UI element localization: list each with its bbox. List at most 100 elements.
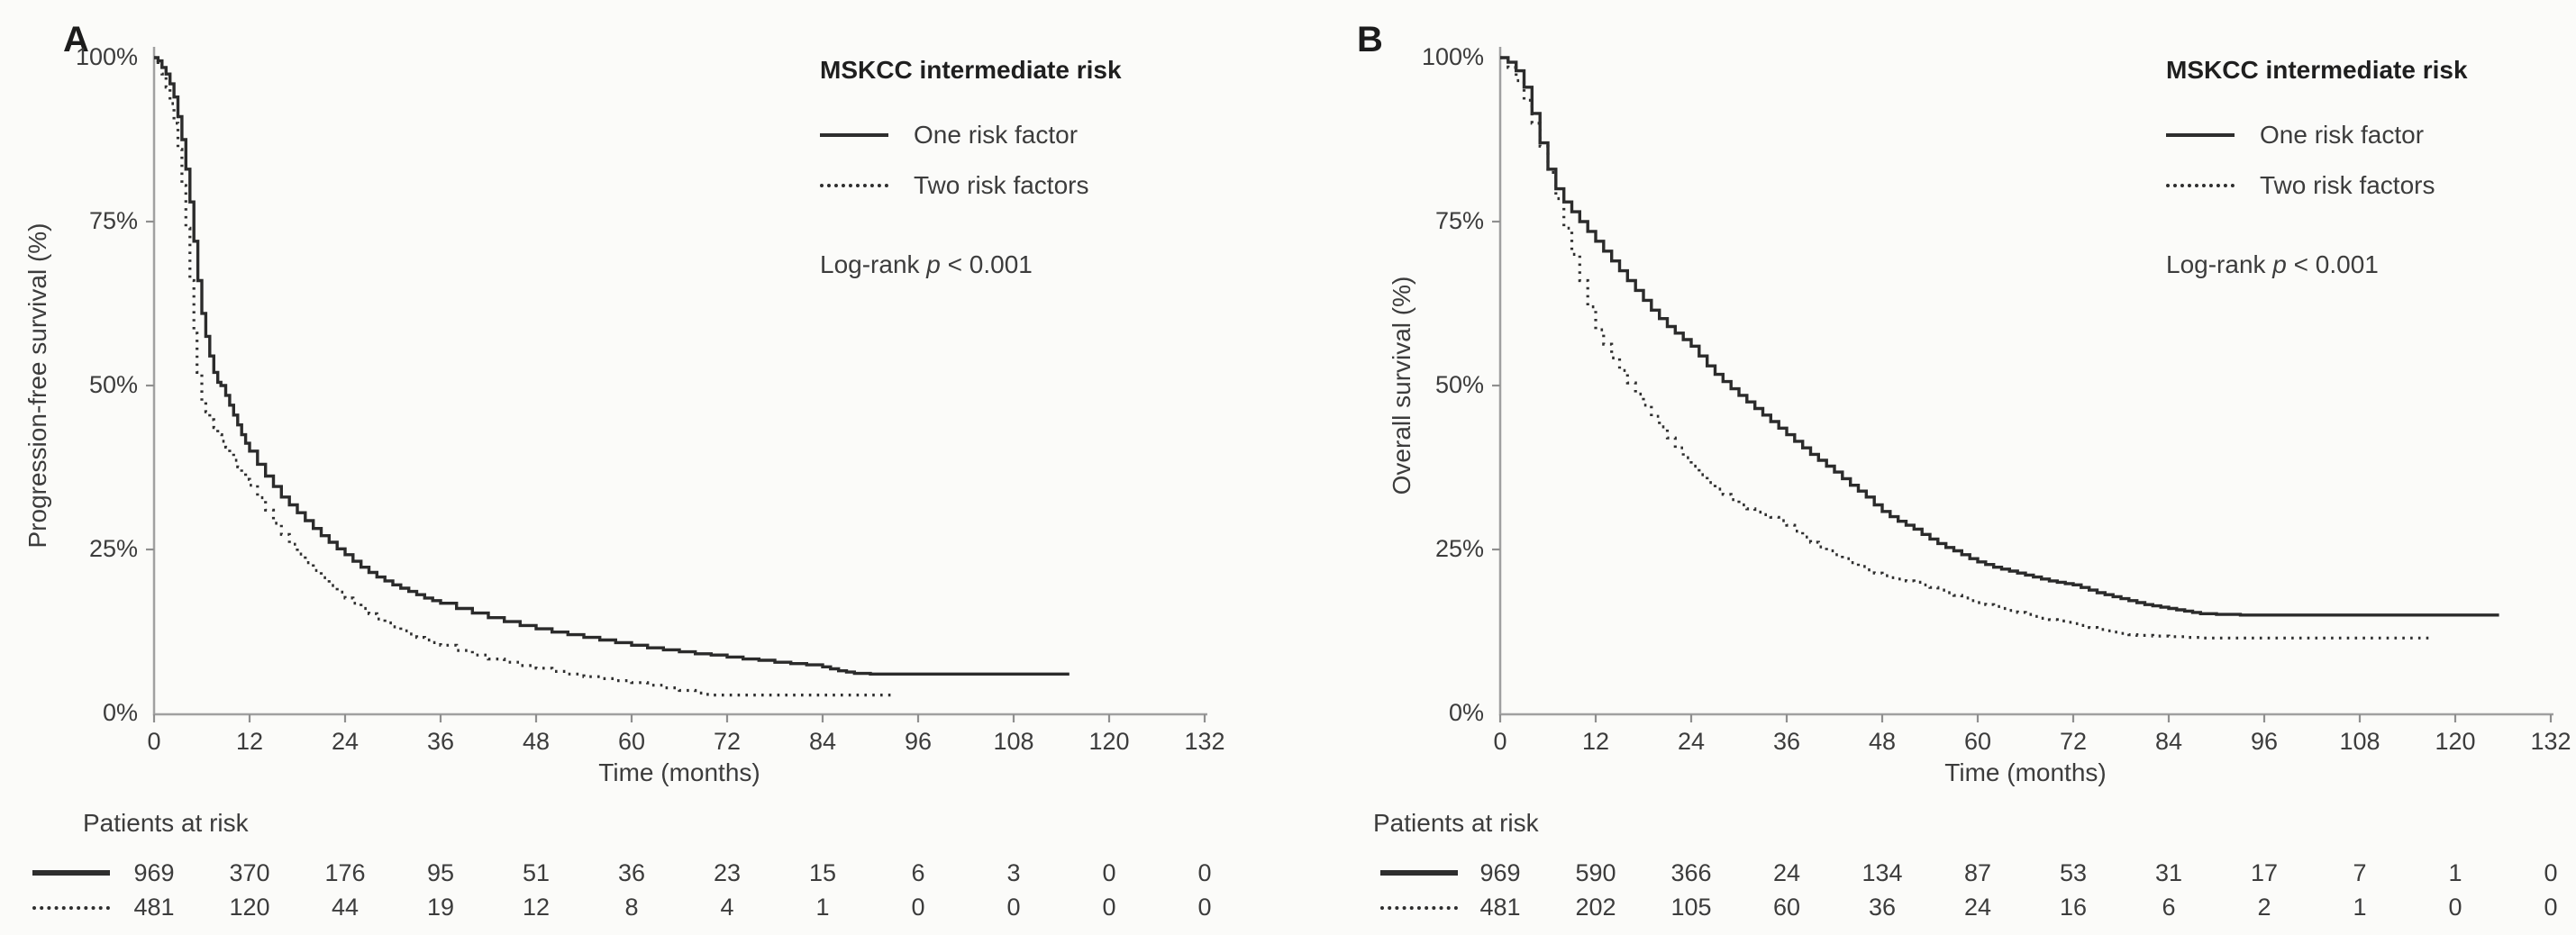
logrank-stat-a: Log-rank p < 0.001	[820, 250, 1033, 279]
y-tick-label: 100%	[1421, 43, 1484, 70]
at-risk-value: 51	[522, 859, 551, 886]
x-tick-label: 60	[617, 728, 646, 755]
at-risk-value: 87	[1963, 859, 1992, 886]
km-curve-dotted	[1500, 56, 2432, 640]
x-tick-label: 96	[2250, 728, 2279, 755]
at-risk-value: 969	[133, 859, 175, 886]
at-risk-value: 6	[911, 859, 925, 886]
at-risk-value: 0	[1102, 859, 1116, 886]
at-risk-value: 590	[1575, 859, 1616, 886]
km-curve-dotted	[154, 56, 895, 697]
x-tick-label: 48	[522, 728, 551, 755]
at-risk-value: 16	[2059, 894, 2088, 921]
at-risk-value: 95	[426, 859, 455, 886]
y-tick-label: 0%	[102, 699, 138, 726]
y-tick-label: 50%	[88, 371, 138, 398]
at-risk-value: 370	[229, 859, 270, 886]
at-risk-value: 0	[1006, 894, 1021, 921]
x-tick-label: 36	[1772, 728, 1801, 755]
at-risk-value: 31	[2154, 859, 2183, 886]
logrank-prefix-b: Log-rank	[2166, 250, 2266, 278]
at-risk-value: 969	[1479, 859, 1521, 886]
legend-title-a: MSKCC intermediate risk	[820, 56, 1122, 84]
y-tick-label: 75%	[1434, 207, 1484, 234]
panel-letter-a: A	[63, 20, 89, 59]
x-axis-title-b: Time (months)	[1944, 758, 2107, 786]
x-tick-label: 0	[1493, 728, 1507, 755]
km-curve-solid	[154, 56, 1070, 676]
at-risk-value: 202	[1575, 894, 1616, 921]
logrank-prefix-a: Log-rank	[820, 250, 920, 278]
legend-solid-line-icon	[820, 133, 888, 137]
risk-row-solid-key-icon	[1380, 870, 1458, 876]
at-risk-value: 0	[2544, 859, 2558, 886]
x-tick-label: 60	[1963, 728, 1992, 755]
risk-row-dotted-key-icon	[1380, 906, 1458, 910]
x-tick-label: 84	[808, 728, 837, 755]
at-risk-value: 24	[1963, 894, 1992, 921]
patients-at-risk-header-b: Patients at risk	[1373, 809, 1539, 837]
y-tick-label: 75%	[88, 207, 138, 234]
at-risk-value: 481	[133, 894, 175, 921]
at-risk-value: 0	[2448, 894, 2462, 921]
x-tick-label: 132	[2530, 728, 2571, 755]
at-risk-value: 176	[324, 859, 366, 886]
legend-label-one-risk-factor-a: One risk factor	[914, 121, 1079, 149]
legend-label-one-risk-factor-b: One risk factor	[2260, 121, 2425, 149]
at-risk-value: 17	[2250, 859, 2279, 886]
x-tick-label: 72	[713, 728, 742, 755]
at-risk-value: 481	[1479, 894, 1521, 921]
risk-row-dotted-key-icon	[32, 906, 110, 910]
logrank-p-symbol-b: p	[2272, 250, 2287, 278]
logrank-stat-b: Log-rank p < 0.001	[2166, 250, 2379, 279]
at-risk-value: 4	[720, 894, 734, 921]
legend-solid-line-icon	[2166, 133, 2235, 137]
at-risk-value: 1	[2353, 894, 2367, 921]
at-risk-value: 134	[1861, 859, 1903, 886]
at-risk-value: 15	[808, 859, 837, 886]
at-risk-value: 23	[713, 859, 742, 886]
at-risk-value: 1	[2448, 859, 2462, 886]
at-risk-value: 0	[1102, 894, 1116, 921]
x-tick-label: 84	[2154, 728, 2183, 755]
legend-label-two-risk-factors-a: Two risk factors	[914, 171, 1089, 199]
at-risk-value: 44	[331, 894, 360, 921]
at-risk-value: 53	[2059, 859, 2088, 886]
at-risk-value: 0	[1197, 859, 1212, 886]
y-tick-label: 100%	[75, 43, 138, 70]
panel-letter-b: B	[1357, 20, 1383, 59]
x-tick-label: 120	[2435, 728, 2476, 755]
at-risk-value: 8	[624, 894, 639, 921]
at-risk-value: 6	[2162, 894, 2176, 921]
x-tick-label: 12	[1581, 728, 1610, 755]
x-tick-label: 24	[331, 728, 360, 755]
at-risk-value: 0	[2544, 894, 2558, 921]
x-tick-label: 24	[1677, 728, 1706, 755]
at-risk-value: 60	[1772, 894, 1801, 921]
at-risk-value: 0	[911, 894, 925, 921]
x-tick-label: 132	[1184, 728, 1225, 755]
x-tick-label: 12	[235, 728, 264, 755]
at-risk-value: 2	[2257, 894, 2271, 921]
at-risk-value: 36	[1868, 894, 1897, 921]
y-tick-label: 0%	[1448, 699, 1484, 726]
x-tick-label: 0	[147, 728, 161, 755]
x-axis-title-a: Time (months)	[598, 758, 760, 786]
at-risk-value: 7	[2353, 859, 2367, 886]
at-risk-value: 1	[815, 894, 830, 921]
at-risk-value: 0	[1197, 894, 1212, 921]
at-risk-value: 3	[1006, 859, 1021, 886]
x-tick-label: 108	[993, 728, 1034, 755]
x-tick-label: 36	[426, 728, 455, 755]
x-tick-label: 48	[1868, 728, 1897, 755]
at-risk-value: 19	[426, 894, 455, 921]
x-tick-label: 96	[904, 728, 933, 755]
x-tick-label: 72	[2059, 728, 2088, 755]
km-curve-solid	[1500, 56, 2499, 617]
y-tick-label: 25%	[1434, 535, 1484, 562]
logrank-value-a: < 0.001	[947, 250, 1033, 278]
legend-label-two-risk-factors-b: Two risk factors	[2260, 171, 2435, 199]
x-tick-label: 120	[1088, 728, 1130, 755]
at-risk-value: 105	[1670, 894, 1712, 921]
